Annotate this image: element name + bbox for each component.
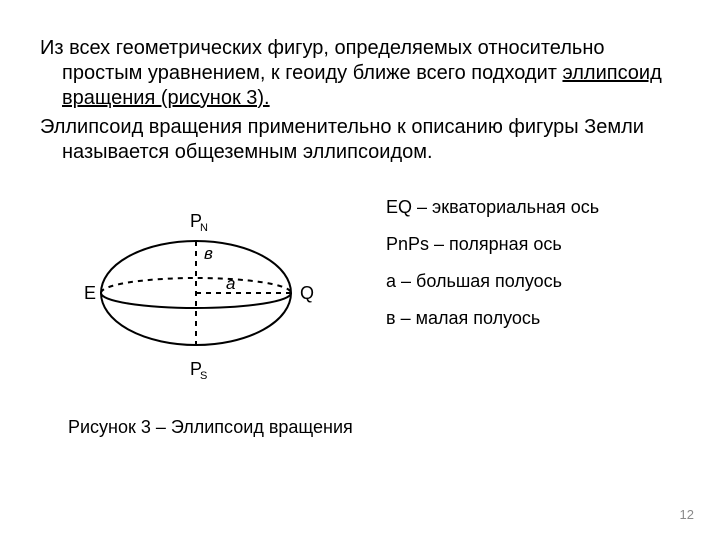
svg-text:N: N	[200, 222, 208, 234]
legend-pnps: PnPs – полярная ось	[386, 234, 680, 255]
paragraph-1: Из всех геометрических фигур, определяем…	[40, 36, 680, 111]
paragraph-2: Эллипсоид вращения применительно к описа…	[40, 115, 680, 165]
legend-eq: EQ – экваториальная ось	[386, 197, 680, 218]
legend-column: EQ – экваториальная ось PnPs – полярная …	[380, 193, 680, 345]
svg-text:в: в	[204, 244, 213, 263]
legend-b: в – малая полуось	[386, 308, 680, 329]
page-number: 12	[680, 507, 694, 522]
figure-column: EQPNPSав Рисунок 3 – Эллипсоид вращения	[40, 193, 380, 438]
figure-caption: Рисунок 3 – Эллипсоид вращения	[40, 417, 380, 438]
legend-a: а – большая полуось	[386, 271, 680, 292]
para1-part-a: Из всех геометрических фигур, определяем…	[40, 37, 605, 84]
svg-text:а: а	[226, 274, 235, 293]
svg-text:S: S	[200, 370, 207, 382]
figure-row: EQPNPSав Рисунок 3 – Эллипсоид вращения …	[40, 193, 680, 438]
svg-text:E: E	[84, 283, 96, 303]
svg-text:Q: Q	[300, 283, 314, 303]
ellipsoid-diagram: EQPNPSав	[40, 193, 340, 403]
slide: Из всех геометрических фигур, определяем…	[0, 0, 720, 540]
